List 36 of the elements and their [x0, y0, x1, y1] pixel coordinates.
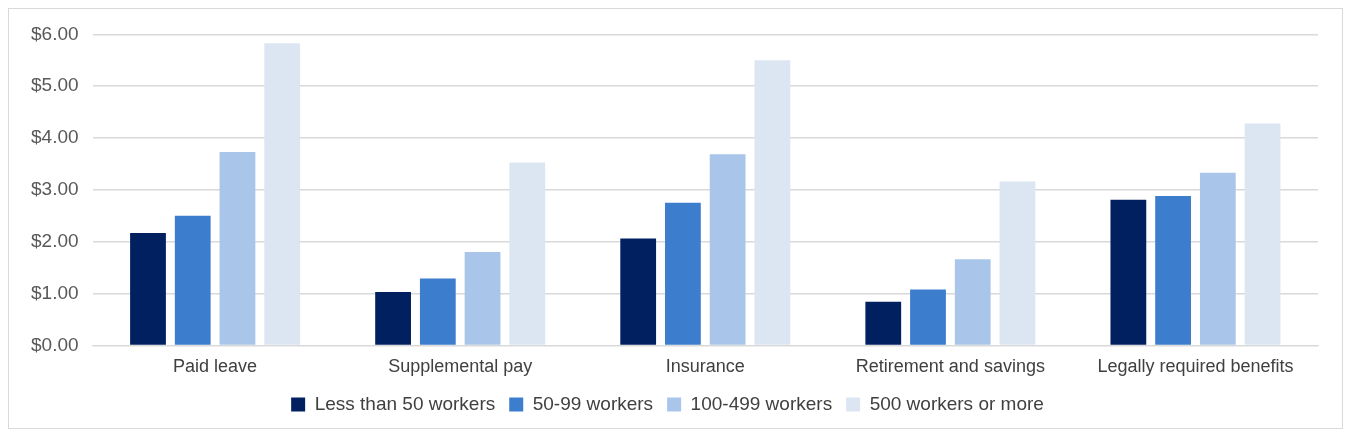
bar	[1110, 199, 1147, 345]
bar	[910, 289, 946, 345]
y-tick-label: $1.00	[31, 281, 79, 303]
y-tick-label: $0.00	[31, 333, 79, 355]
bar	[954, 259, 991, 345]
bar	[620, 238, 657, 345]
bar	[999, 181, 1036, 345]
bar	[375, 292, 411, 345]
bar	[1155, 196, 1191, 345]
y-tick-label: $2.00	[31, 229, 79, 251]
y-tick-label: $3.00	[31, 178, 79, 200]
bar	[509, 162, 546, 345]
x-tick-label: Supplemental pay	[388, 356, 533, 377]
bar	[264, 43, 301, 345]
x-tick-label: Retirement and savings	[855, 356, 1045, 377]
legend-label: 50-99 workers	[532, 392, 654, 414]
legend-label: 100-499 workers	[690, 392, 833, 414]
bar	[1199, 172, 1236, 345]
y-tick-label: $5.00	[31, 74, 79, 96]
bar	[1244, 123, 1281, 345]
legend-label: Less than 50 workers	[314, 392, 496, 414]
bar	[754, 60, 791, 345]
bar	[865, 301, 902, 345]
bar	[219, 152, 256, 345]
bar	[709, 154, 746, 345]
bar	[464, 252, 501, 345]
bar	[174, 215, 211, 345]
bar	[130, 232, 166, 345]
legend-label: 500 workers or more	[869, 392, 1044, 414]
y-tick-label: $6.00	[31, 22, 79, 44]
bar	[419, 278, 456, 345]
y-tick-label: $4.00	[31, 126, 79, 148]
bar	[665, 202, 701, 345]
x-tick-label: Legally required benefits	[1097, 356, 1294, 377]
x-tick-label: Insurance	[665, 356, 745, 377]
x-tick-label: Paid leave	[173, 356, 258, 377]
